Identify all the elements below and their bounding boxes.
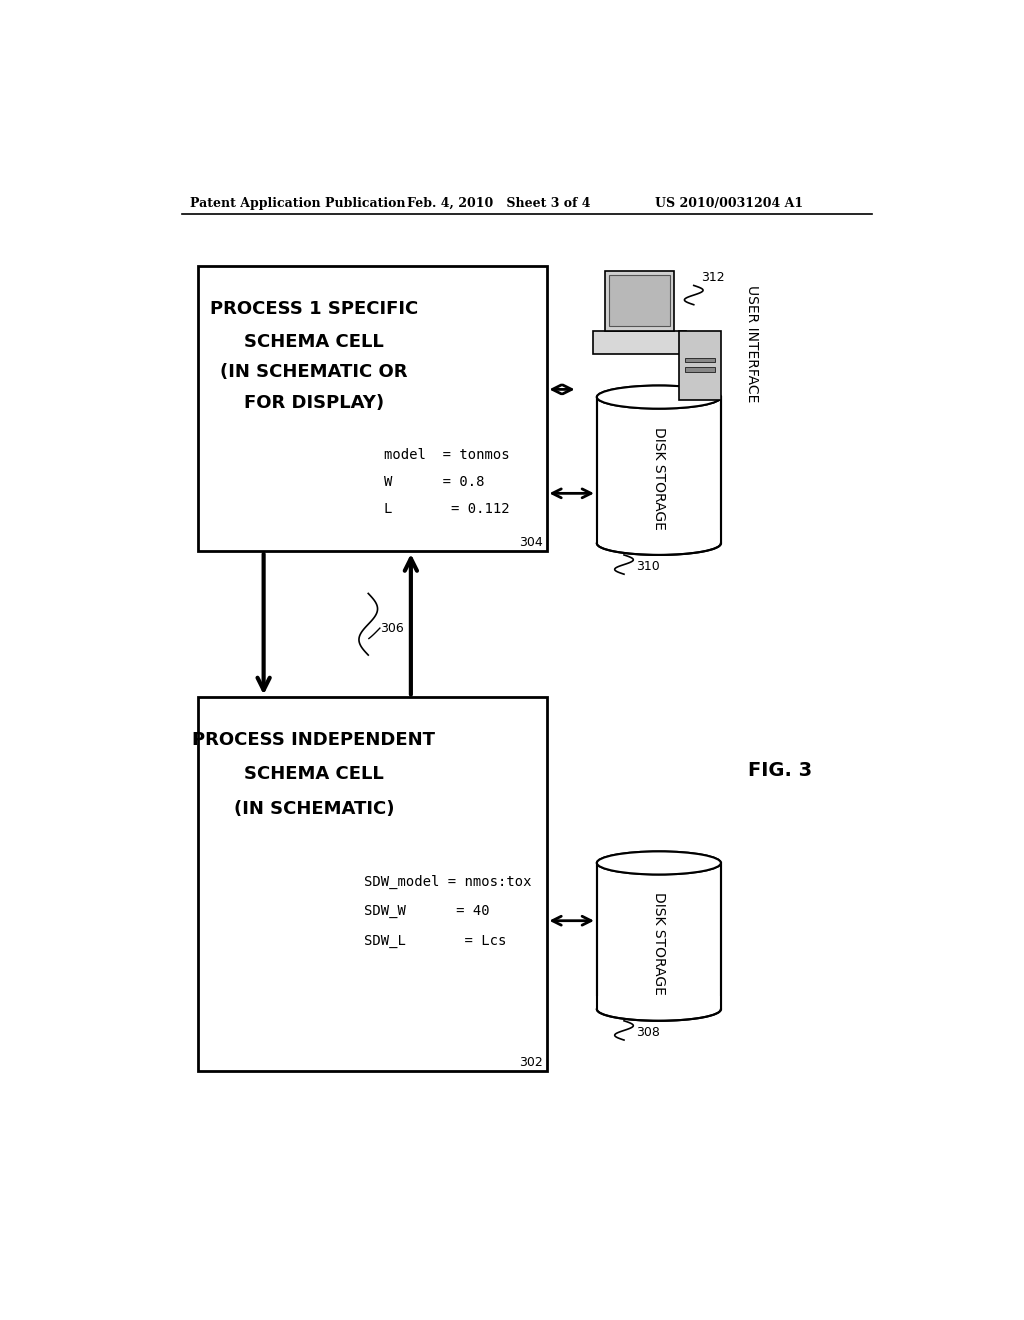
Text: model  = tonmos: model = tonmos bbox=[384, 447, 509, 462]
Text: 310: 310 bbox=[636, 560, 659, 573]
Bar bbox=[604, 271, 675, 331]
Text: PROCESS INDEPENDENT: PROCESS INDEPENDENT bbox=[193, 731, 435, 748]
Bar bbox=[679, 331, 721, 400]
Text: 308: 308 bbox=[636, 1026, 659, 1039]
Text: SDW_model = nmos:tox: SDW_model = nmos:tox bbox=[365, 875, 531, 890]
Text: 304: 304 bbox=[519, 536, 543, 549]
Text: 306: 306 bbox=[380, 622, 403, 635]
Ellipse shape bbox=[597, 998, 721, 1020]
Text: Feb. 4, 2010   Sheet 3 of 4: Feb. 4, 2010 Sheet 3 of 4 bbox=[407, 197, 591, 210]
Text: L       = 0.112: L = 0.112 bbox=[384, 502, 509, 516]
Text: Patent Application Publication: Patent Application Publication bbox=[190, 197, 406, 210]
Text: SCHEMA CELL: SCHEMA CELL bbox=[244, 333, 384, 351]
Ellipse shape bbox=[597, 385, 721, 409]
Text: 302: 302 bbox=[519, 1056, 543, 1069]
Ellipse shape bbox=[597, 851, 721, 875]
Text: (IN SCHEMATIC OR: (IN SCHEMATIC OR bbox=[220, 363, 408, 381]
Bar bbox=[597, 397, 721, 544]
Text: PROCESS 1 SPECIFIC: PROCESS 1 SPECIFIC bbox=[210, 300, 418, 318]
Bar bbox=[597, 863, 721, 1010]
Text: SCHEMA CELL: SCHEMA CELL bbox=[244, 766, 384, 783]
Ellipse shape bbox=[597, 532, 721, 554]
Text: FIG. 3: FIG. 3 bbox=[748, 762, 812, 780]
Text: FOR DISPLAY): FOR DISPLAY) bbox=[244, 395, 384, 412]
Bar bbox=[593, 331, 686, 354]
Text: DISK STORAGE: DISK STORAGE bbox=[652, 892, 666, 995]
Text: DISK STORAGE: DISK STORAGE bbox=[652, 426, 666, 529]
Bar bbox=[198, 697, 547, 1071]
Ellipse shape bbox=[597, 851, 721, 875]
Bar bbox=[595, 531, 722, 544]
Bar bbox=[595, 997, 722, 1010]
Text: (IN SCHEMATIC): (IN SCHEMATIC) bbox=[233, 800, 394, 818]
Text: US 2010/0031204 A1: US 2010/0031204 A1 bbox=[655, 197, 803, 210]
Text: SDW_W      = 40: SDW_W = 40 bbox=[365, 904, 490, 919]
Text: USER INTERFACE: USER INTERFACE bbox=[744, 285, 759, 401]
Text: SDW_L       = Lcs: SDW_L = Lcs bbox=[365, 933, 507, 948]
Text: W      = 0.8: W = 0.8 bbox=[384, 475, 484, 488]
Ellipse shape bbox=[597, 385, 721, 409]
Bar bbox=[609, 276, 670, 326]
Text: 312: 312 bbox=[701, 271, 725, 284]
Bar bbox=[685, 367, 715, 372]
Bar bbox=[685, 358, 715, 362]
Bar bbox=[198, 267, 547, 552]
